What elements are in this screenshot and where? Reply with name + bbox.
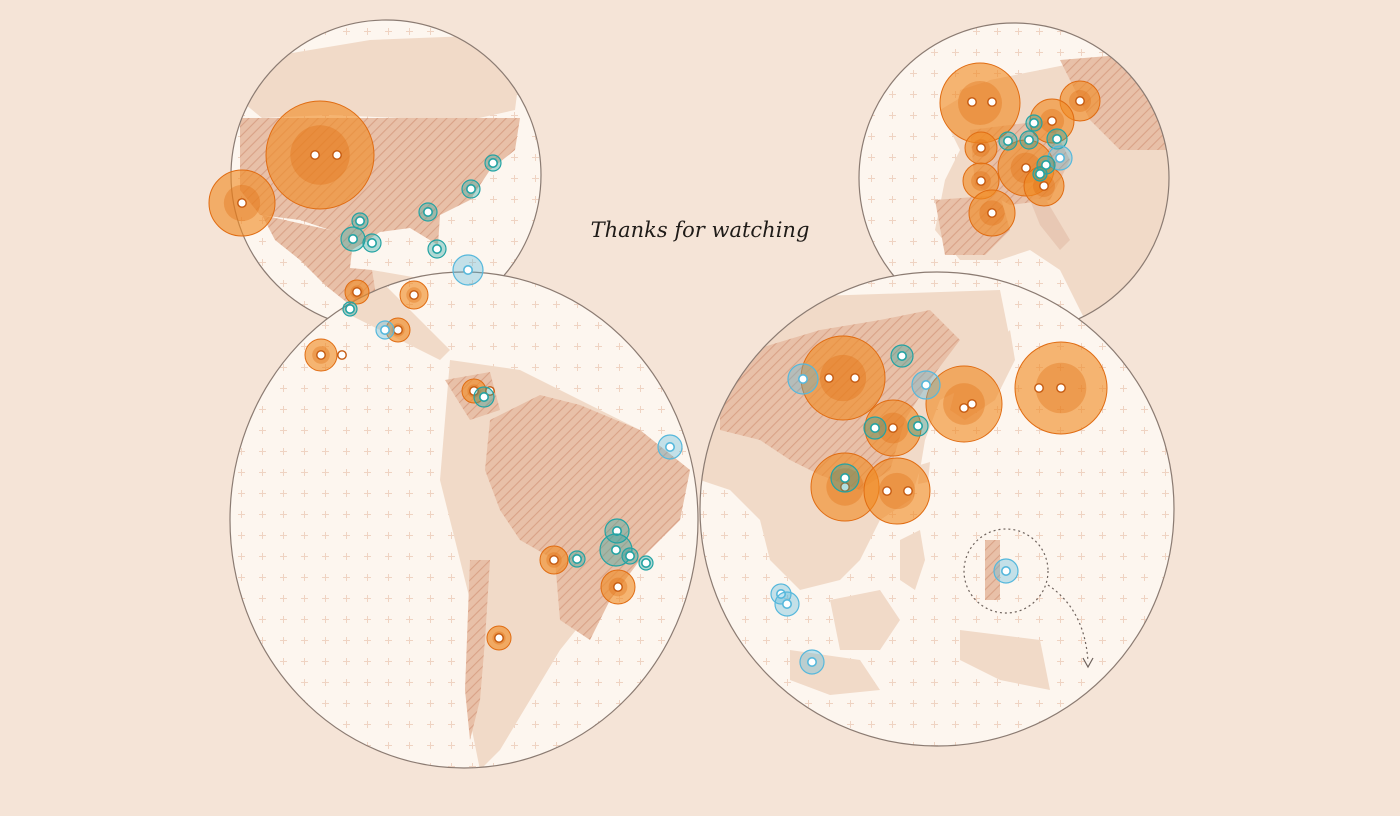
location-dot — [316, 350, 326, 360]
location-dot — [967, 97, 977, 107]
teal-marker — [418, 202, 438, 222]
location-dot — [850, 373, 860, 383]
orange-bubble — [1023, 165, 1065, 207]
blue-marker — [452, 254, 484, 286]
location-dot — [987, 208, 997, 218]
location-dot — [1039, 181, 1049, 191]
orange-bubble — [968, 189, 1016, 237]
orange-bubble — [539, 545, 569, 575]
location-dot — [613, 582, 623, 592]
orange-bubble — [810, 452, 880, 522]
orange-bubble — [208, 169, 276, 237]
orange-bubble — [486, 625, 512, 651]
teal-marker — [890, 344, 914, 368]
orange-bubble — [962, 162, 1000, 200]
location-dot — [967, 399, 977, 409]
orange-bubble — [304, 338, 347, 372]
teal-marker — [621, 547, 639, 565]
blue-marker — [774, 591, 800, 617]
blue-marker — [993, 558, 1019, 584]
teal-marker — [351, 212, 369, 230]
teal-marker — [473, 386, 495, 408]
teal-marker — [1046, 128, 1068, 150]
location-dot — [976, 176, 986, 186]
teal-marker — [484, 154, 502, 172]
teal-marker — [907, 415, 929, 437]
brazil-highlight — [485, 395, 690, 640]
orange-bubble — [344, 279, 370, 305]
location-dot — [310, 150, 320, 160]
teal-marker — [830, 463, 860, 493]
teal-marker — [342, 301, 358, 317]
location-dot — [237, 198, 247, 208]
location-dot — [352, 287, 362, 297]
teal-marker — [340, 226, 366, 252]
location-dot — [1021, 163, 1031, 173]
orange-bubble — [864, 399, 922, 457]
teal-marker — [1032, 166, 1048, 182]
teal-marker — [638, 555, 654, 571]
orange-bubble — [939, 62, 1021, 144]
location-dot — [485, 386, 495, 396]
teal-marker — [863, 416, 887, 440]
bubble-layer — [208, 62, 1108, 675]
zoom-indicator — [963, 528, 1094, 669]
location-dot — [987, 97, 997, 107]
location-dot — [1034, 383, 1044, 393]
location-dot — [976, 143, 986, 153]
location-dot — [549, 555, 559, 565]
orange-bubble — [1029, 98, 1075, 144]
location-dot — [888, 423, 898, 433]
location-dot — [824, 373, 834, 383]
location-dot — [337, 350, 347, 360]
location-dot — [393, 325, 403, 335]
location-dot — [332, 150, 342, 160]
teal-marker — [1019, 130, 1039, 150]
orange-bubble — [1014, 341, 1108, 435]
teal-marker — [998, 131, 1018, 151]
orange-bubble — [399, 280, 429, 310]
blue-marker — [911, 370, 941, 400]
location-dot — [1047, 116, 1057, 126]
teal-marker — [362, 233, 382, 253]
teal-marker — [461, 179, 481, 199]
teal-marker — [599, 533, 633, 567]
blue-marker — [799, 649, 825, 675]
orange-bubble — [925, 365, 1003, 443]
orange-bubble — [600, 569, 636, 605]
blue-marker — [1047, 145, 1073, 171]
globe-asia — [699, 271, 1175, 747]
orange-bubble — [265, 100, 375, 210]
teal-marker — [604, 518, 630, 544]
thanks-message: Thanks for watching — [590, 218, 810, 242]
teal-marker — [427, 239, 447, 259]
teal-marker — [1025, 114, 1043, 132]
blue-marker — [657, 434, 683, 460]
orange-bubble — [863, 457, 931, 525]
location-dot — [903, 486, 913, 496]
blue-marker — [375, 320, 395, 340]
location-dot — [1056, 383, 1066, 393]
location-dot — [959, 403, 969, 413]
location-dot — [1075, 96, 1085, 106]
teal-marker — [568, 550, 586, 568]
orange-bubble — [964, 131, 998, 165]
location-dot — [882, 486, 892, 496]
blue-marker — [787, 363, 819, 395]
globe-south-america — [229, 271, 699, 769]
location-dot — [409, 290, 419, 300]
location-dot — [494, 633, 504, 643]
